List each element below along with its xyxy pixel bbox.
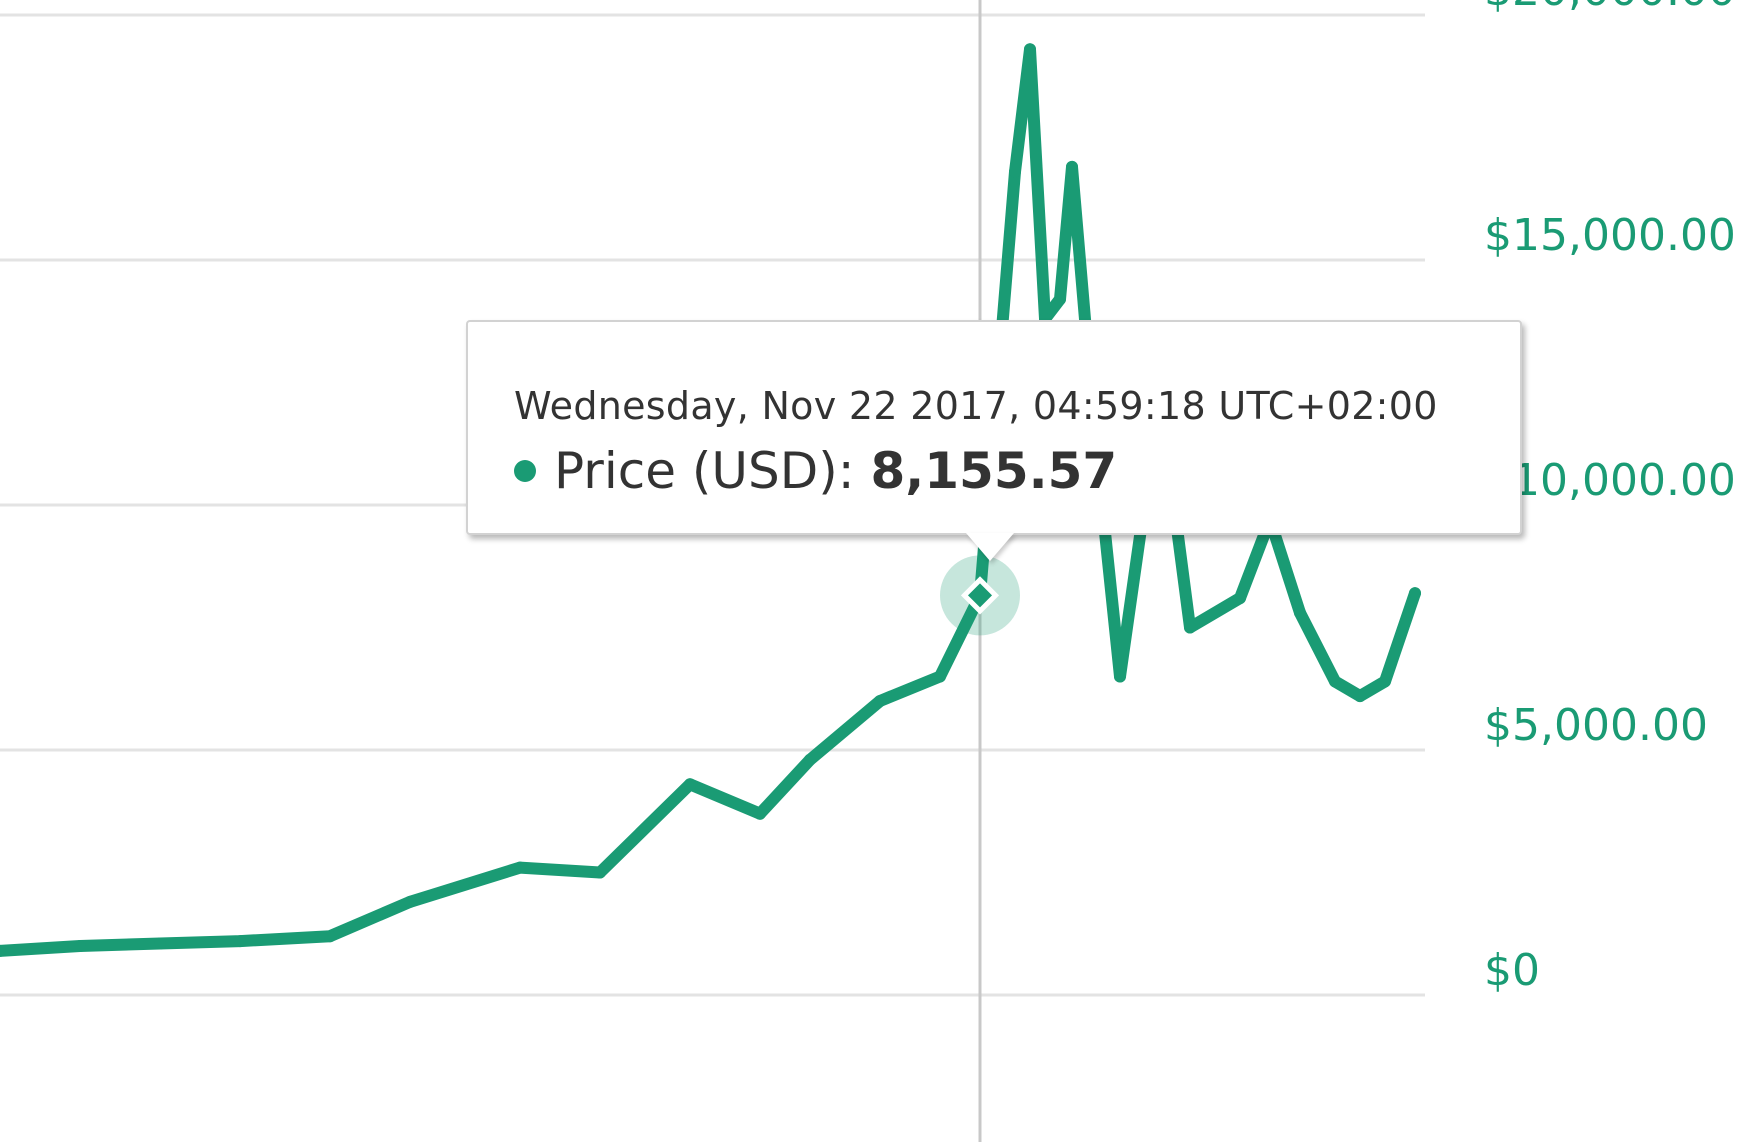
series-points — [0, 43, 1421, 957]
data-point[interactable] — [874, 695, 886, 707]
data-point[interactable] — [684, 778, 696, 791]
data-point[interactable] — [74, 940, 86, 952]
tooltip-value: 8,155.57 — [870, 442, 1118, 500]
tooltip-date: Wednesday, Nov 22 2017, 04:59:18 UTC+02:… — [514, 384, 1438, 428]
y-tick-label: $0 — [1484, 945, 1540, 996]
data-point[interactable] — [754, 807, 766, 820]
y-tick-label: $10,000.00 — [1484, 455, 1736, 506]
y-tick-label: $20,000.00 — [1484, 0, 1736, 16]
y-tick-label: $15,000.00 — [1484, 210, 1736, 261]
data-point[interactable] — [154, 937, 166, 950]
data-point[interactable] — [1409, 587, 1421, 600]
data-point[interactable] — [1354, 690, 1366, 703]
data-point[interactable] — [404, 895, 416, 908]
hover-marker[interactable] — [960, 576, 1000, 615]
tooltip-series-label: Price (USD): — [554, 442, 871, 500]
tooltip-arrow — [966, 533, 1014, 561]
data-point[interactable] — [234, 935, 246, 948]
data-point[interactable] — [514, 861, 526, 874]
data-point[interactable] — [594, 866, 606, 879]
data-point[interactable] — [1329, 675, 1341, 688]
data-point[interactable] — [804, 753, 816, 766]
data-point[interactable] — [1024, 43, 1036, 56]
tooltip: Wednesday, Nov 22 2017, 04:59:18 UTC+02:… — [466, 320, 1522, 535]
data-point[interactable] — [1294, 606, 1306, 619]
data-point[interactable] — [1184, 621, 1196, 634]
data-point[interactable] — [1054, 293, 1066, 306]
data-point[interactable] — [0, 944, 6, 957]
tooltip-row: Price (USD): 8,155.57 — [514, 442, 1117, 500]
data-point[interactable] — [1234, 592, 1246, 605]
data-point[interactable] — [1009, 165, 1021, 178]
data-point[interactable] — [324, 930, 336, 943]
y-tick-label: $5,000.00 — [1484, 700, 1708, 751]
data-point[interactable] — [1066, 160, 1078, 173]
data-point[interactable] — [934, 670, 946, 683]
y-axis: $0 $5,000.00 $10,000.00 $15,000.00 $20,000.0… — [1484, 0, 1736, 996]
series-dot-icon — [514, 459, 536, 482]
data-point[interactable] — [1114, 670, 1126, 683]
data-point[interactable] — [1379, 675, 1391, 688]
